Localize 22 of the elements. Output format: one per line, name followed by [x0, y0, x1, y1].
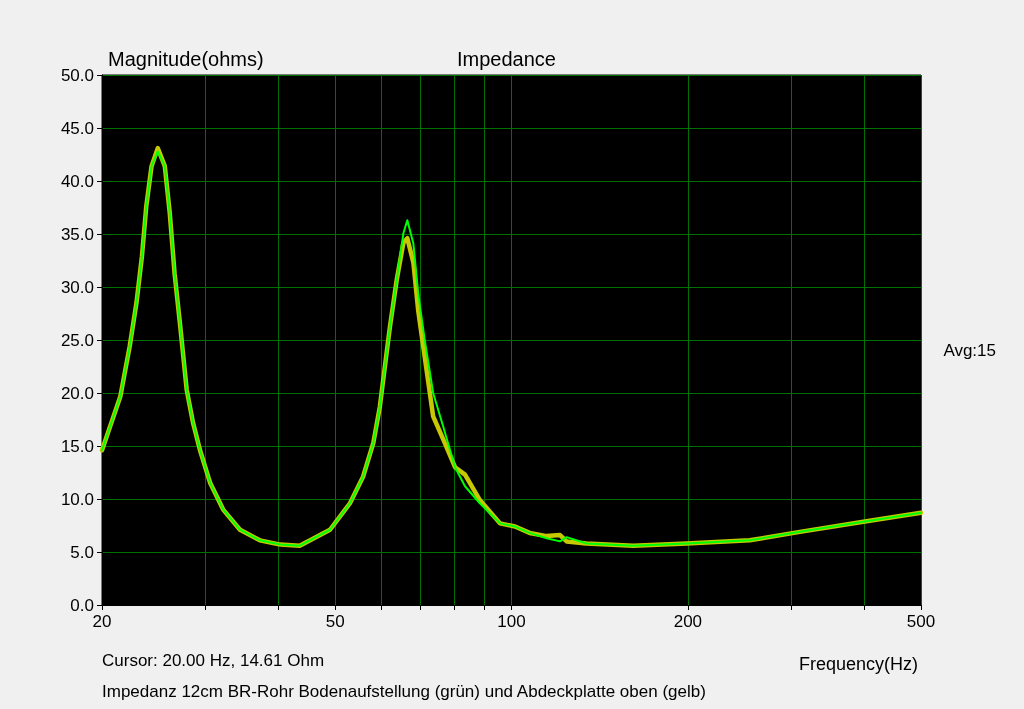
y-tick-label: 45.0	[60, 118, 94, 138]
x-tick-label: 200	[673, 612, 703, 631]
text: Cursor: 20.00 Hz, 14.61 Ohm	[102, 651, 325, 670]
x-tick-label: 500	[906, 612, 936, 631]
y-tick-label: 35.0	[60, 224, 94, 244]
text: Avg:15	[943, 341, 997, 360]
y-tick-label: 40.0	[60, 171, 94, 191]
y-tick-label: 0.0	[70, 595, 94, 615]
y-tick-label: 15.0	[60, 436, 94, 456]
y-tick-label: 30.0	[60, 277, 94, 297]
text: Impedanz 12cm BR-Rohr Bodenaufstellung (grün) und Abdeckplatte oben (gelb)	[102, 682, 706, 701]
y-tick-label: 50.0	[60, 65, 94, 85]
x-tick-label: 50	[325, 612, 345, 631]
chart-title: Impedance	[457, 48, 556, 70]
y-tick-label: 5.0	[70, 542, 94, 562]
y-tick-label: 20.0	[60, 383, 94, 403]
y-tick-label: 10.0	[60, 489, 94, 509]
y-tick-label: 25.0	[60, 330, 94, 350]
y-axis-title: Magnitude(ohms)	[108, 48, 264, 70]
x-tick-label: 20	[92, 612, 112, 631]
x-axis-title: Frequency(Hz)	[798, 654, 918, 674]
x-tick-label: 100	[497, 612, 526, 631]
